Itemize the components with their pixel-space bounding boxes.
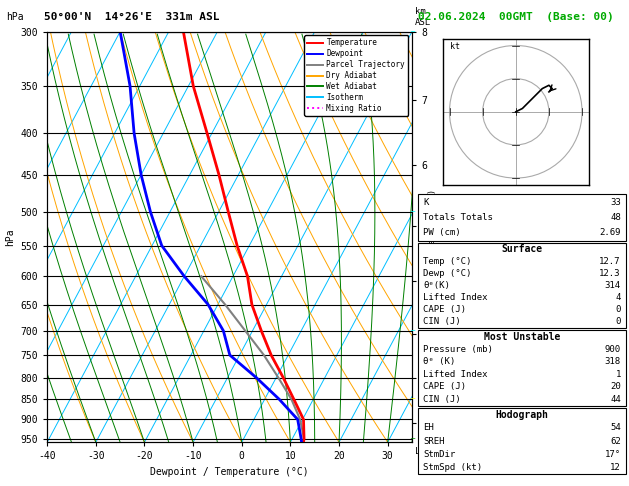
Text: CAPE (J): CAPE (J): [423, 305, 466, 314]
Text: CAPE (J): CAPE (J): [423, 382, 466, 392]
Text: LCL: LCL: [415, 447, 431, 456]
Text: © weatheronline.co.uk: © weatheronline.co.uk: [470, 462, 574, 471]
Text: CIN (J): CIN (J): [423, 317, 461, 327]
Text: Dewp (°C): Dewp (°C): [423, 269, 472, 278]
Text: ─: ─: [410, 29, 414, 35]
Text: Lifted Index: Lifted Index: [423, 293, 488, 302]
Text: 900: 900: [604, 345, 621, 354]
Text: StmSpd (kt): StmSpd (kt): [423, 463, 482, 472]
Text: Lifted Index: Lifted Index: [423, 370, 488, 379]
Text: Hodograph: Hodograph: [496, 410, 548, 420]
Text: StmDir: StmDir: [423, 450, 455, 459]
Text: 02.06.2024  00GMT  (Base: 00): 02.06.2024 00GMT (Base: 00): [418, 12, 614, 22]
Legend: Temperature, Dewpoint, Parcel Trajectory, Dry Adiabat, Wet Adiabat, Isotherm, Mi: Temperature, Dewpoint, Parcel Trajectory…: [304, 35, 408, 116]
Text: 4: 4: [615, 293, 621, 302]
Y-axis label: hPa: hPa: [5, 228, 15, 246]
Text: PW (cm): PW (cm): [423, 228, 461, 237]
Text: 1: 1: [615, 370, 621, 379]
Text: Totals Totals: Totals Totals: [423, 213, 493, 222]
Text: 0: 0: [615, 317, 621, 327]
Text: hPa: hPa: [6, 12, 24, 22]
Text: 44: 44: [610, 395, 621, 404]
Text: ─: ─: [410, 396, 414, 402]
Text: 12.3: 12.3: [599, 269, 621, 278]
Text: θᵉ(K): θᵉ(K): [423, 281, 450, 290]
Text: 33: 33: [610, 198, 621, 207]
Text: 54: 54: [610, 423, 621, 433]
Text: Temp (°C): Temp (°C): [423, 257, 472, 266]
Text: km
ASL: km ASL: [415, 7, 431, 27]
Text: 318: 318: [604, 357, 621, 366]
Text: 20: 20: [610, 382, 621, 392]
Text: Most Unstable: Most Unstable: [484, 332, 560, 342]
Text: 12.7: 12.7: [599, 257, 621, 266]
Text: 17°: 17°: [604, 450, 621, 459]
Text: ─: ─: [410, 328, 414, 334]
X-axis label: Dewpoint / Temperature (°C): Dewpoint / Temperature (°C): [150, 467, 309, 477]
Text: EH: EH: [423, 423, 434, 433]
Text: kt: kt: [450, 42, 460, 51]
Text: Surface: Surface: [501, 244, 543, 254]
Text: Mixing Ratio (g/kg): Mixing Ratio (g/kg): [428, 190, 437, 284]
Text: θᵉ (K): θᵉ (K): [423, 357, 455, 366]
Text: 48: 48: [610, 213, 621, 222]
Text: ─: ─: [410, 435, 414, 442]
Text: 314: 314: [604, 281, 621, 290]
Text: 2.69: 2.69: [599, 228, 621, 237]
Text: SREH: SREH: [423, 436, 445, 446]
Text: CIN (J): CIN (J): [423, 395, 461, 404]
Text: 50°00'N  14°26'E  331m ASL: 50°00'N 14°26'E 331m ASL: [44, 12, 220, 22]
Text: 12: 12: [610, 463, 621, 472]
Text: ─: ─: [410, 209, 414, 215]
Text: Pressure (mb): Pressure (mb): [423, 345, 493, 354]
Text: 62: 62: [610, 436, 621, 446]
Text: 0: 0: [615, 305, 621, 314]
Text: K: K: [423, 198, 429, 207]
